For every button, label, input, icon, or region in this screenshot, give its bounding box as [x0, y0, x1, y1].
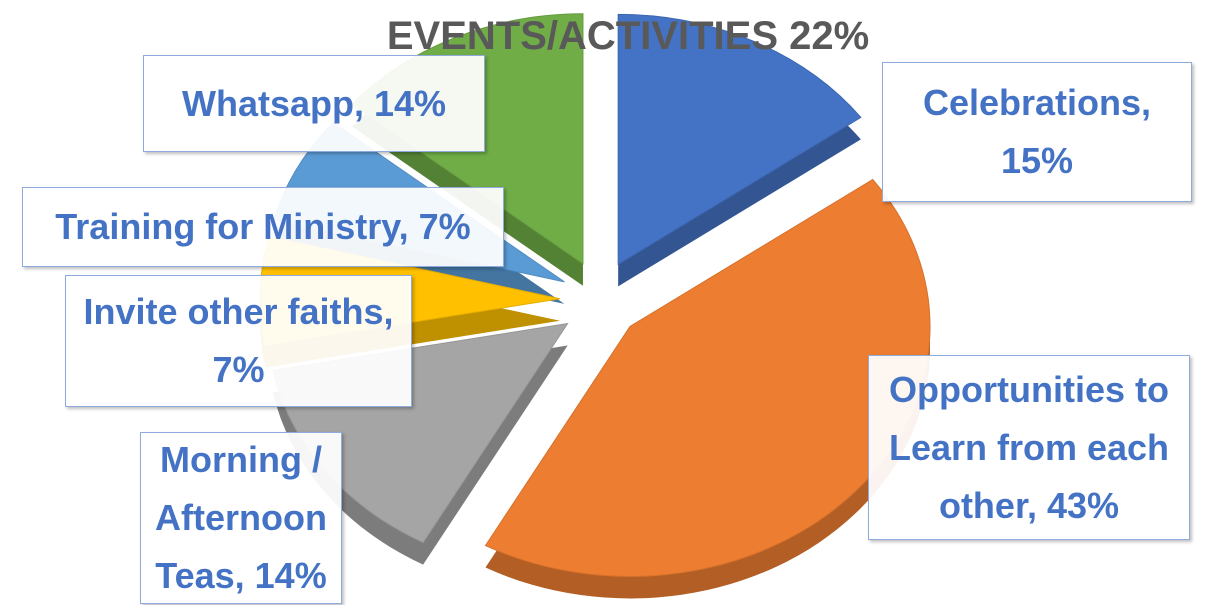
slice — [484, 178, 931, 577]
data-label: Celebrations, 15% — [882, 62, 1192, 202]
data-label: Whatsapp, 14% — [143, 55, 485, 152]
data-label: Opportunities to Learn from each other, … — [868, 355, 1190, 540]
chart-title: EVENTS/ACTIVITIES 22% — [386, 14, 870, 58]
slice — [617, 13, 862, 266]
data-label: Morning / Afternoon Teas, 14% — [140, 432, 342, 604]
data-label: Training for Ministry, 7% — [22, 187, 504, 267]
data-label: Invite other faiths, 7% — [65, 275, 412, 407]
